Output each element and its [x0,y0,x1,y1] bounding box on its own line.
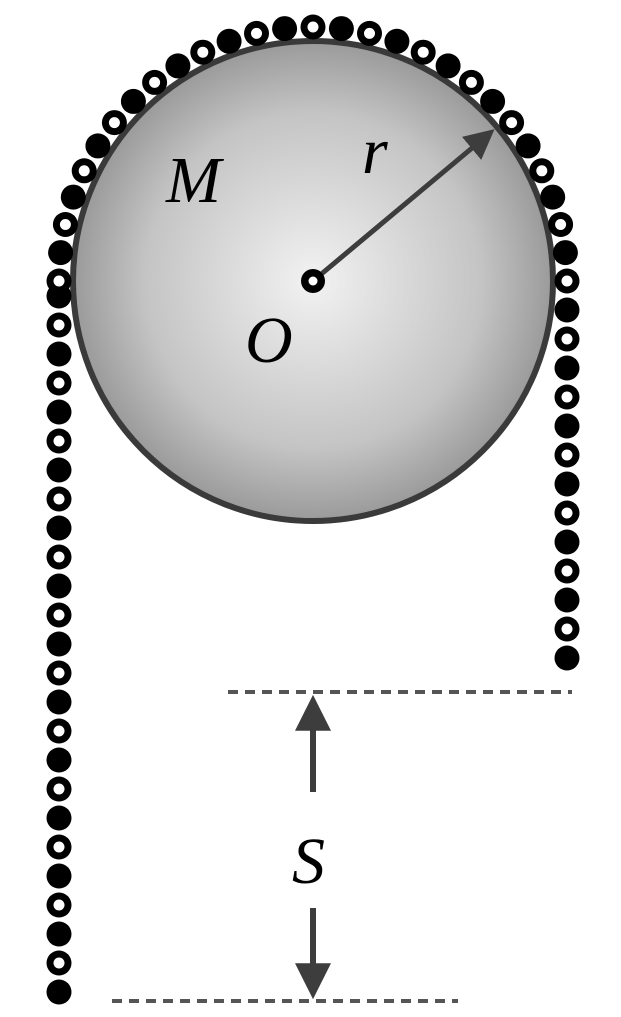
chain-link-hole [465,76,477,88]
chain-link [384,28,410,54]
chain-link-hole [536,165,548,177]
chain-link [272,16,298,42]
chain-link-hole [59,219,71,230]
chain-link [554,355,580,381]
chain-link-hole [53,957,65,969]
chain-link-hole [53,435,65,447]
chain-link [540,184,566,210]
chain-link [480,88,506,114]
chain-link [46,515,72,541]
chain [46,14,580,1005]
chain-link [554,587,580,613]
chain-link-hole [197,46,209,58]
chain-link [46,689,72,715]
chain-link-hole [53,377,65,389]
center-pivot [301,269,325,293]
chain-link [46,863,72,889]
chain-link [46,341,72,367]
chain-link-hole [417,46,429,58]
chain-link [216,28,242,54]
chain-link [328,16,354,42]
chain-link [85,133,111,159]
chain-link [46,921,72,947]
chain-link [46,573,72,599]
chain-link-hole [149,76,161,88]
chain-link [554,297,580,323]
chain-link-hole [506,117,518,129]
chain-link-hole [561,507,573,519]
chain-link [46,399,72,425]
chain-link [120,88,146,114]
chain-link-hole [108,117,120,129]
center-label: O [245,304,293,377]
chain-link [515,133,541,159]
chain-link-hole [561,333,573,345]
radius-arrow [311,129,495,283]
mass-label: M [165,144,225,217]
chain-link-hole [53,275,65,287]
chain-link [46,457,72,483]
chain-link-hole [53,493,65,505]
chain-link-hole [53,551,65,563]
chain-link-hole [555,219,567,230]
chain-link [46,979,72,1005]
chain-link-hole [78,165,90,177]
chain-link [48,240,74,266]
chain-link-hole [53,841,65,853]
distance-label: S [292,825,325,898]
chain-link [46,631,72,657]
chain-link-hole [53,783,65,795]
chain-link [552,240,578,266]
chain-link [60,184,86,210]
chain-link-hole [53,609,65,621]
radius-label: r [362,115,388,188]
chain-link [554,471,580,497]
chain-link-hole [307,21,319,33]
chain-link [165,53,191,79]
chain-link-hole [53,319,65,331]
chain-link-hole [561,565,573,577]
chain-link-hole [364,27,375,39]
chain-link-hole [53,667,65,679]
chain-link [554,413,580,439]
chain-link-hole [53,725,65,737]
chain-link [554,645,580,671]
chain-link-hole [561,391,573,403]
chain-link-hole [561,449,573,461]
chain-link-hole [561,623,573,635]
chain-link-hole [251,27,262,39]
chain-link [435,53,461,79]
chain-link [46,805,72,831]
chain-link [46,747,72,773]
chain-link [554,529,580,555]
chain-link-hole [561,275,573,287]
chain-link-hole [53,899,65,911]
